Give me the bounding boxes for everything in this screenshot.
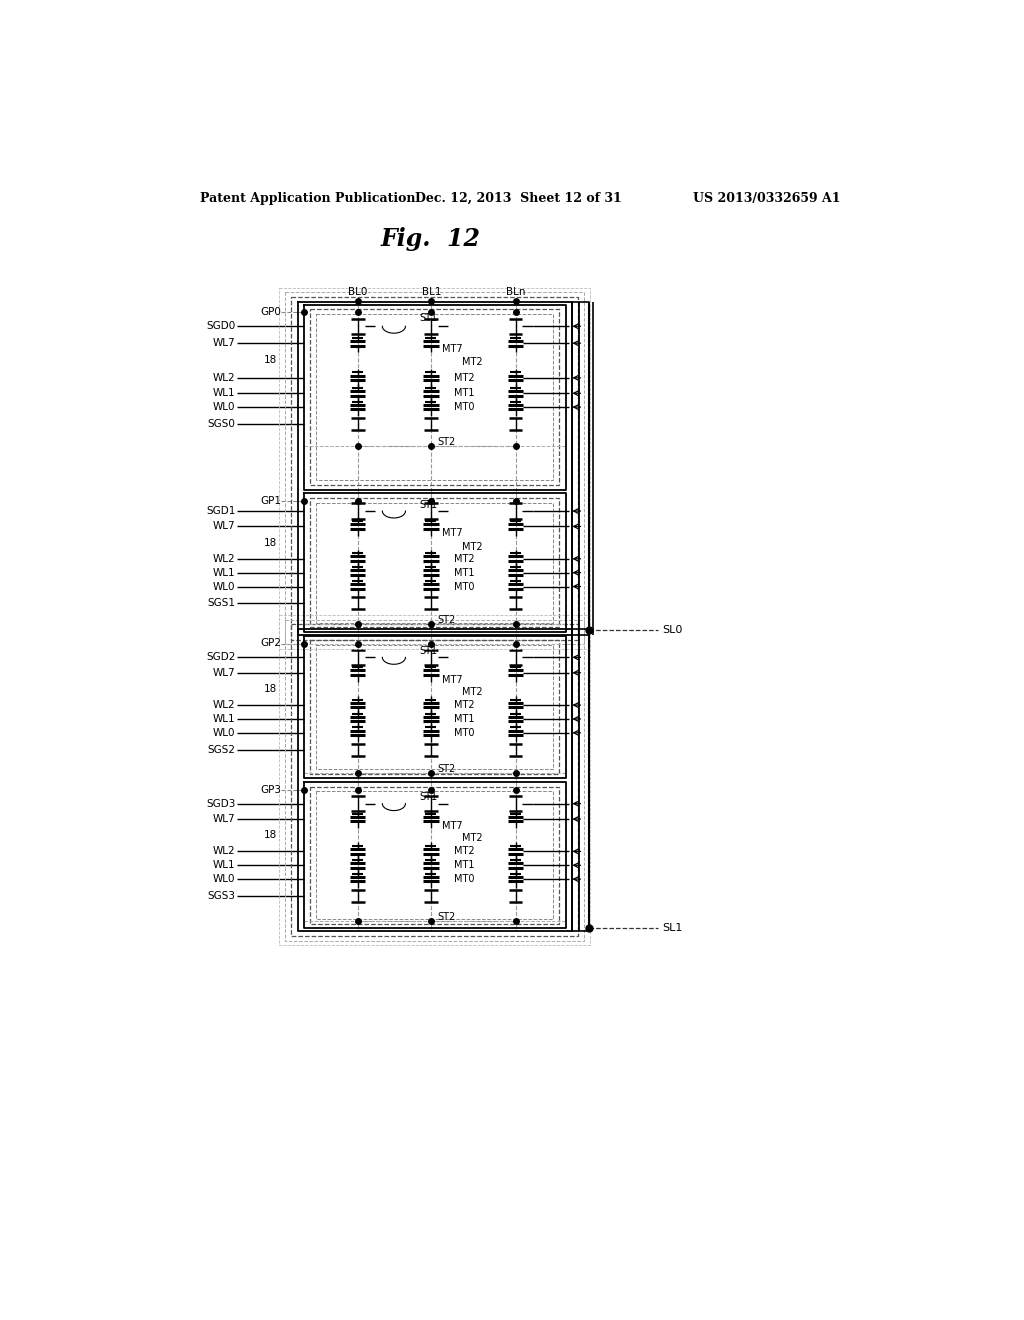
- Text: SL1: SL1: [662, 924, 682, 933]
- Text: MT2: MT2: [454, 846, 474, 857]
- Text: SGD0: SGD0: [206, 321, 236, 331]
- Text: Dec. 12, 2013  Sheet 12 of 31: Dec. 12, 2013 Sheet 12 of 31: [416, 191, 623, 205]
- Text: BL1: BL1: [422, 286, 441, 297]
- Text: SGD2: SGD2: [206, 652, 236, 663]
- Text: WL0: WL0: [213, 582, 236, 591]
- Text: Fig.  12: Fig. 12: [381, 227, 481, 251]
- Text: MT7: MT7: [442, 821, 463, 832]
- Text: ST1: ST1: [419, 792, 437, 803]
- Text: MT7: MT7: [442, 675, 463, 685]
- Text: 18: 18: [264, 684, 278, 694]
- Text: ST1: ST1: [419, 313, 437, 323]
- Text: WL0: WL0: [213, 874, 236, 884]
- Text: MT2: MT2: [462, 686, 482, 697]
- Text: MT1: MT1: [454, 861, 474, 870]
- Text: WL1: WL1: [213, 568, 236, 578]
- Text: WL2: WL2: [213, 372, 236, 383]
- Text: MT2: MT2: [454, 554, 474, 564]
- Text: GP3: GP3: [260, 785, 281, 795]
- Text: WL1: WL1: [213, 861, 236, 870]
- Text: BLn: BLn: [506, 286, 525, 297]
- Text: WL0: WL0: [213, 727, 236, 738]
- Text: MT1: MT1: [454, 568, 474, 578]
- Text: WL2: WL2: [213, 846, 236, 857]
- Text: SGS0: SGS0: [208, 418, 236, 429]
- Text: MT2: MT2: [462, 543, 482, 552]
- Text: SGD1: SGD1: [206, 506, 236, 516]
- Text: 18: 18: [264, 830, 278, 841]
- Text: ST2: ST2: [437, 615, 456, 626]
- Text: WL7: WL7: [213, 814, 236, 824]
- Text: ST2: ST2: [437, 437, 456, 446]
- Text: US 2013/0332659 A1: US 2013/0332659 A1: [692, 191, 840, 205]
- Text: MT0: MT0: [454, 727, 474, 738]
- Text: SGS3: SGS3: [207, 891, 236, 902]
- Text: MT0: MT0: [454, 874, 474, 884]
- Text: ST2: ST2: [437, 764, 456, 774]
- Text: MT2: MT2: [462, 833, 482, 843]
- Text: MT0: MT0: [454, 582, 474, 591]
- Text: SGS1: SGS1: [207, 598, 236, 607]
- Text: ST1: ST1: [419, 500, 437, 510]
- Text: 18: 18: [264, 537, 278, 548]
- Text: SGS2: SGS2: [207, 744, 236, 755]
- Text: MT7: MT7: [442, 528, 463, 539]
- Text: ST1: ST1: [419, 647, 437, 656]
- Text: WL2: WL2: [213, 700, 236, 710]
- Text: MT1: MT1: [454, 388, 474, 399]
- Text: MT0: MT0: [454, 403, 474, 412]
- Text: WL1: WL1: [213, 388, 236, 399]
- Text: SGD3: SGD3: [206, 799, 236, 809]
- Text: GP0: GP0: [260, 308, 281, 317]
- Text: WL2: WL2: [213, 554, 236, 564]
- Text: WL1: WL1: [213, 714, 236, 723]
- Text: SL0: SL0: [662, 624, 682, 635]
- Text: WL0: WL0: [213, 403, 236, 412]
- Text: MT1: MT1: [454, 714, 474, 723]
- Text: GP1: GP1: [260, 496, 281, 506]
- Text: WL7: WL7: [213, 668, 236, 677]
- Text: MT2: MT2: [454, 372, 474, 383]
- Text: MT2: MT2: [462, 358, 482, 367]
- Text: WL7: WL7: [213, 521, 236, 532]
- Text: BL0: BL0: [348, 286, 368, 297]
- Text: 18: 18: [264, 355, 278, 366]
- Text: MT2: MT2: [454, 700, 474, 710]
- Text: Patent Application Publication: Patent Application Publication: [200, 191, 416, 205]
- Text: GP2: GP2: [260, 639, 281, 648]
- Text: WL7: WL7: [213, 338, 236, 348]
- Text: MT7: MT7: [442, 343, 463, 354]
- Text: ST2: ST2: [437, 912, 456, 921]
